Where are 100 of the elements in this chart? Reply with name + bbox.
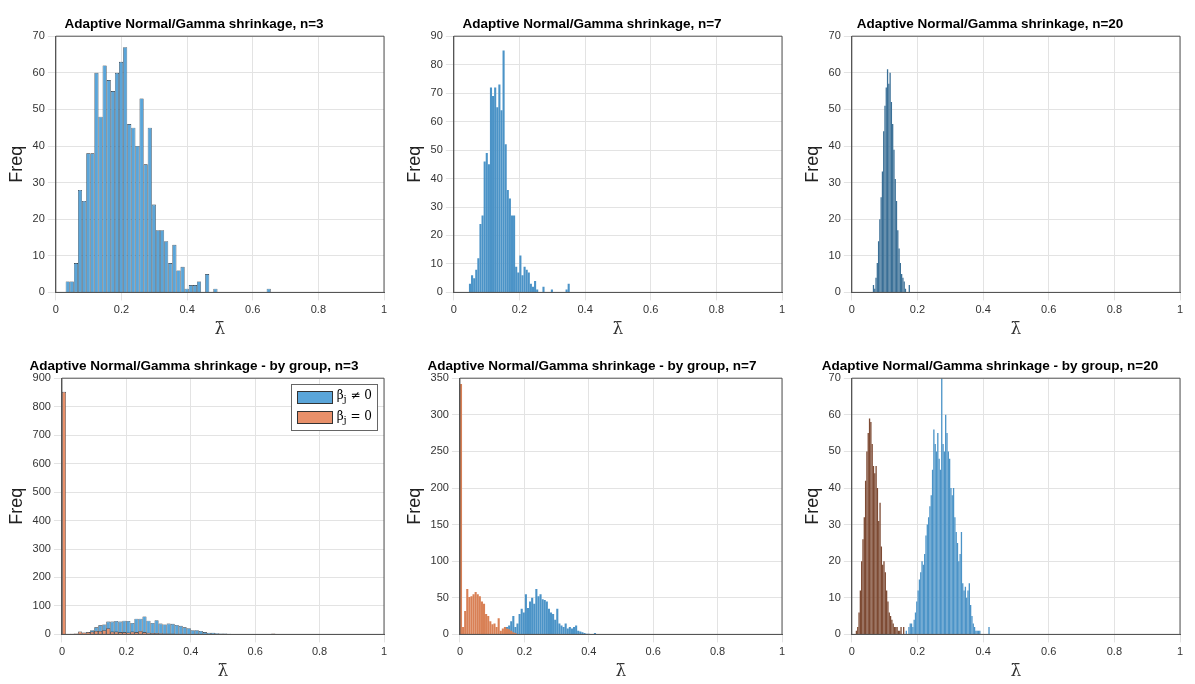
y-tick-label: 10 bbox=[32, 248, 45, 261]
x-tick-label: 0.2 bbox=[118, 645, 135, 658]
y-tick-label: 40 bbox=[430, 171, 443, 184]
x-tick-label: 0 bbox=[456, 645, 464, 658]
y-tick-label: 70 bbox=[430, 86, 443, 99]
x-tick-label: 0.8 bbox=[708, 303, 725, 316]
y-tick-label: 200 bbox=[32, 570, 51, 583]
x-tick-label: 0 bbox=[848, 303, 855, 316]
y-tick-label: 50 bbox=[828, 444, 841, 457]
x-axis-title: λ̄ bbox=[214, 318, 226, 339]
y-tick-label: 10 bbox=[828, 248, 841, 261]
x-axis-title: λ̄ bbox=[615, 660, 627, 681]
x-tick-label: 0.6 bbox=[245, 303, 261, 316]
x-tick-label: 0.4 bbox=[975, 645, 991, 658]
y-tick-label: 0 bbox=[834, 627, 841, 640]
x-tick-label: 0.6 bbox=[645, 645, 661, 658]
y-tick-label: 20 bbox=[32, 212, 45, 225]
y-tick-label: 50 bbox=[436, 590, 449, 603]
y-tick-label: 90 bbox=[430, 29, 443, 42]
x-tick-label: 0.6 bbox=[247, 645, 263, 658]
x-tick-label: 0.8 bbox=[709, 645, 726, 658]
chart-title: Adaptive Normal/Gamma shrinkage - by group, n=20 bbox=[821, 357, 1159, 373]
y-tick-label: 80 bbox=[430, 57, 443, 70]
y-tick-label: 250 bbox=[430, 444, 449, 457]
y-tick-label: 350 bbox=[430, 371, 449, 384]
x-tick-label: 0.2 bbox=[909, 645, 926, 658]
y-tick-label: 30 bbox=[828, 517, 841, 530]
legend-label: β$_{j}$ ≠ 0 bbox=[336, 387, 372, 407]
chart-title: Adaptive Normal/Gamma shrinkage - by group, n=7 bbox=[427, 357, 757, 373]
x-tick-label: 0.2 bbox=[909, 303, 926, 316]
x-tick-label: 0 bbox=[52, 303, 59, 316]
y-tick-label: 400 bbox=[32, 513, 51, 526]
x-tick-label: 0.6 bbox=[1041, 645, 1057, 658]
y-axis-title: Freq bbox=[403, 145, 424, 183]
y-tick-label: 30 bbox=[32, 175, 45, 188]
y-tick-label: 70 bbox=[32, 29, 45, 42]
y-tick-label: 50 bbox=[32, 102, 45, 115]
y-tick-label: 200 bbox=[430, 481, 449, 494]
x-tick-label: 0.8 bbox=[310, 303, 327, 316]
y-tick-label: 600 bbox=[32, 456, 51, 469]
y-tick-label: 900 bbox=[32, 371, 51, 384]
x-tick-label: 0.6 bbox=[643, 303, 659, 316]
y-tick-label: 40 bbox=[32, 139, 45, 152]
x-tick-label: 0.8 bbox=[311, 645, 328, 658]
x-tick-label: 1 bbox=[778, 303, 786, 316]
y-axis-title: Freq bbox=[5, 145, 26, 183]
y-tick-label: 10 bbox=[430, 256, 443, 269]
x-axis-title: λ̄ bbox=[1010, 660, 1022, 681]
y-tick-label: 0 bbox=[44, 627, 51, 640]
y-axis-title: Freq bbox=[801, 487, 822, 525]
y-tick-label: 20 bbox=[828, 212, 841, 225]
y-tick-label: 0 bbox=[436, 285, 443, 298]
y-tick-label: 0 bbox=[834, 285, 841, 298]
y-tick-label: 50 bbox=[828, 102, 841, 115]
x-tick-label: 1 bbox=[380, 303, 388, 316]
chart-title: Adaptive Normal/Gamma shrinkage, n=20 bbox=[856, 15, 1124, 31]
y-tick-label: 50 bbox=[430, 143, 443, 156]
x-tick-label: 0.4 bbox=[577, 303, 593, 316]
y-tick-label: 30 bbox=[828, 175, 841, 188]
y-tick-label: 40 bbox=[828, 139, 841, 152]
y-tick-label: 60 bbox=[828, 407, 841, 420]
y-tick-label: 40 bbox=[828, 481, 841, 494]
x-tick-label: 0.2 bbox=[511, 303, 528, 316]
y-tick-label: 30 bbox=[430, 200, 443, 213]
y-tick-label: 700 bbox=[32, 428, 51, 441]
y-tick-label: 70 bbox=[828, 29, 841, 42]
y-tick-label: 20 bbox=[430, 228, 443, 241]
x-tick-label: 0.2 bbox=[113, 303, 130, 316]
x-axis-title: λ̄ bbox=[1010, 318, 1022, 339]
y-tick-label: 0 bbox=[38, 285, 45, 298]
x-tick-label: 1 bbox=[778, 645, 786, 658]
y-tick-label: 60 bbox=[828, 65, 841, 78]
y-axis-title: Freq bbox=[403, 487, 424, 525]
y-tick-label: 70 bbox=[828, 371, 841, 384]
x-tick-label: 0.4 bbox=[581, 645, 597, 658]
x-tick-label: 0.8 bbox=[1106, 303, 1123, 316]
y-tick-label: 60 bbox=[32, 65, 45, 78]
y-axis-title: Freq bbox=[5, 487, 26, 525]
chart-title: Adaptive Normal/Gamma shrinkage, n=3 bbox=[64, 15, 325, 31]
x-tick-label: 0 bbox=[58, 645, 66, 658]
x-tick-label: 1 bbox=[1176, 645, 1184, 658]
y-tick-label: 300 bbox=[32, 542, 51, 555]
x-axis-title: λ̄ bbox=[217, 660, 229, 681]
x-tick-label: 0.4 bbox=[179, 303, 195, 316]
x-tick-label: 0.4 bbox=[183, 645, 199, 658]
y-tick-label: 100 bbox=[430, 554, 449, 567]
x-tick-label: 0.8 bbox=[1106, 645, 1123, 658]
x-tick-label: 1 bbox=[380, 645, 388, 658]
x-tick-label: 0 bbox=[450, 303, 457, 316]
y-tick-label: 0 bbox=[442, 627, 449, 640]
x-tick-label: 0.6 bbox=[1041, 303, 1057, 316]
y-tick-label: 500 bbox=[32, 485, 51, 498]
chart-title: Adaptive Normal/Gamma shrinkage, n=7 bbox=[462, 15, 722, 31]
x-axis-title: λ̄ bbox=[612, 318, 624, 339]
y-tick-label: 150 bbox=[430, 517, 449, 530]
x-tick-label: 0 bbox=[848, 645, 855, 658]
x-tick-label: 0.2 bbox=[516, 645, 533, 658]
y-tick-label: 60 bbox=[430, 114, 443, 127]
chart-title: Adaptive Normal/Gamma shrinkage - by group, n=3 bbox=[29, 357, 359, 373]
x-tick-label: 1 bbox=[1176, 303, 1184, 316]
